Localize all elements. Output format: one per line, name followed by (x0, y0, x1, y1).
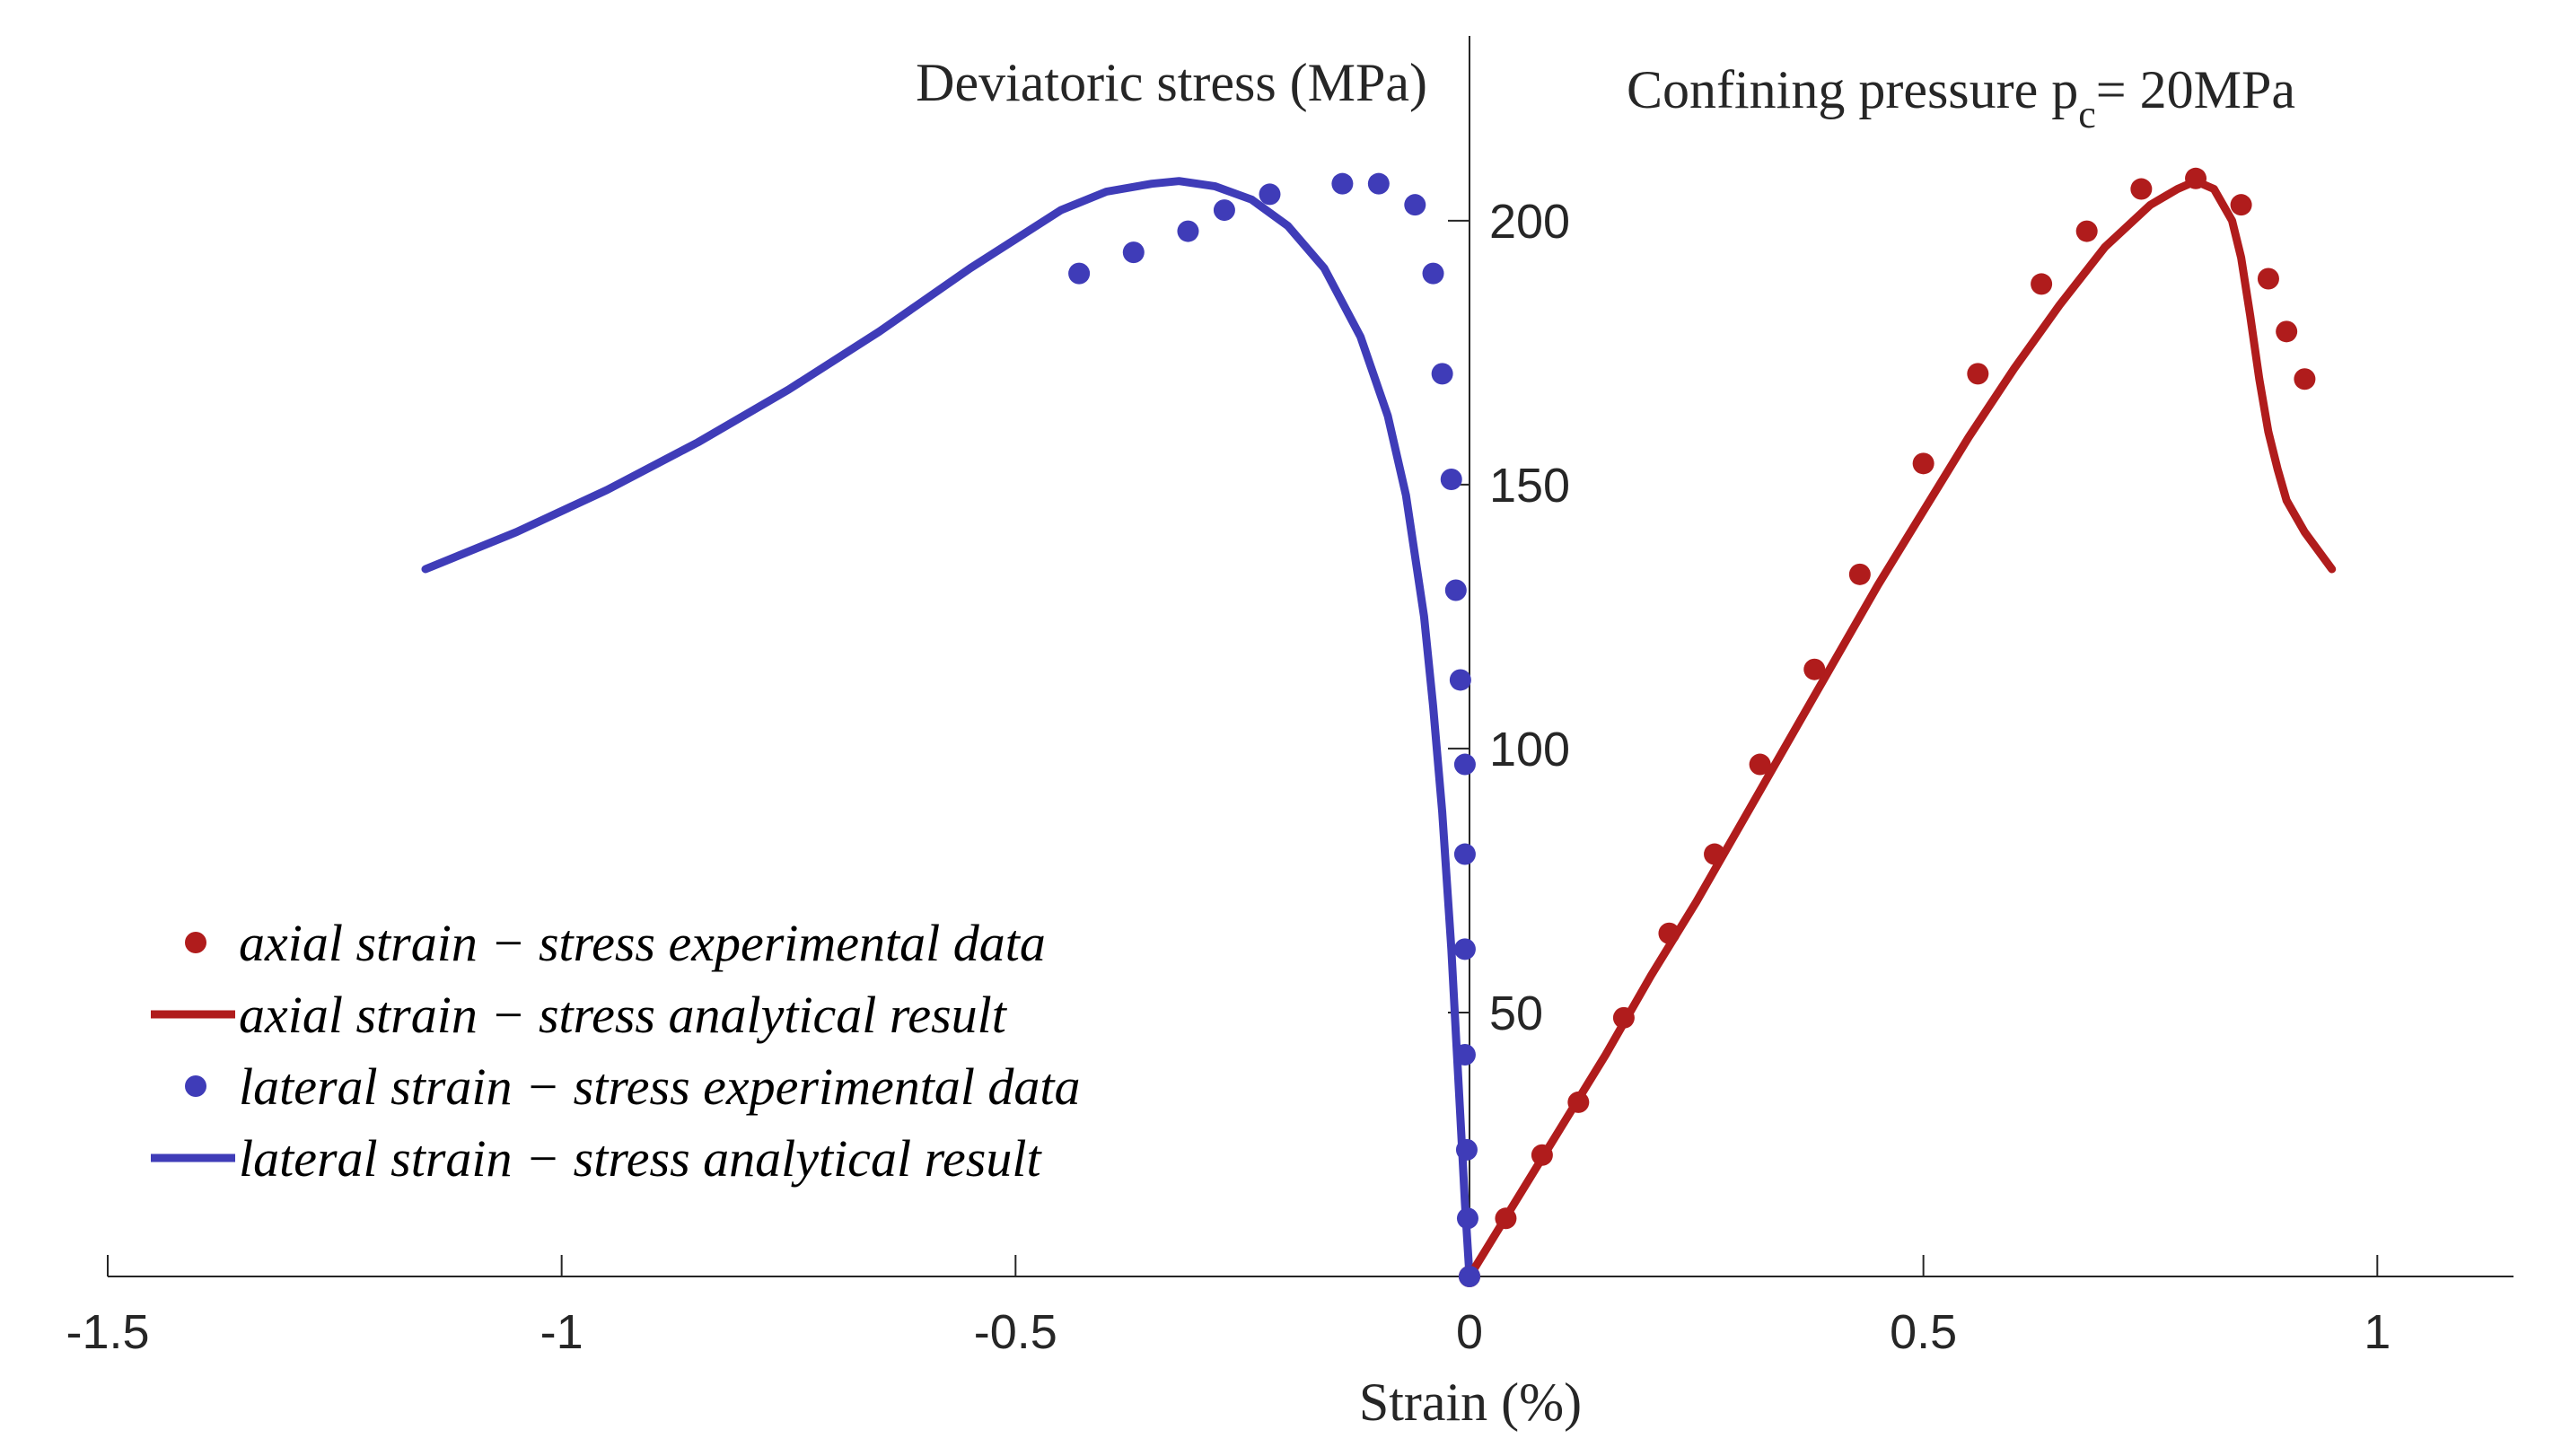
lateral-data-point (1068, 262, 1091, 285)
axial-data-point (1967, 363, 1989, 385)
y-tick-label: 200 (1489, 195, 1570, 249)
lateral-data-point (1404, 194, 1426, 216)
y-tick-label: 50 (1489, 987, 1543, 1040)
axial-data-point (2130, 178, 2153, 200)
axial-data-point (1567, 1091, 1590, 1113)
x-tick-label: -1 (540, 1305, 583, 1359)
y-ticks: 50 100 150 200 (1447, 195, 1570, 1040)
legend-entry: lateral strain − stress experimental dat… (185, 1057, 1081, 1116)
annotation-suffix: = 20MPa (2096, 60, 2295, 119)
lateral-data-point (1453, 938, 1476, 960)
plot-series (421, 167, 2337, 1287)
axial-data-point (1848, 563, 1871, 585)
legend-label: lateral strain − stress experimental dat… (239, 1057, 1081, 1116)
axial-data-point (1912, 452, 1934, 475)
annotation-prefix: Confining pressure p (1627, 60, 2078, 119)
lateral-data-point (1122, 241, 1145, 264)
axial-data-point (1495, 1207, 1517, 1230)
axial-data-point (2031, 273, 2053, 295)
legend-entry: axial strain − stress analytical result (151, 986, 1008, 1044)
y-tick-label: 100 (1489, 723, 1570, 776)
axial-data-point (2230, 194, 2252, 216)
axial-data-point (1531, 1144, 1553, 1166)
x-axis-label: Strain (%) (1359, 1373, 1582, 1432)
x-ticks: -1.5 -1 -0.5 0 0.5 1 (66, 1255, 2391, 1359)
x-tick-label: -1.5 (66, 1305, 149, 1359)
x-tick-label: 0.5 (1890, 1305, 1957, 1359)
axial-data-point (1704, 843, 1726, 865)
legend-label: lateral strain − stress analytical resul… (239, 1129, 1042, 1188)
lateral-data-point (1331, 172, 1354, 195)
axial-data-point (1612, 1006, 1635, 1029)
legend-marker (185, 1075, 206, 1097)
lateral-analytical-line (421, 177, 1474, 1281)
lateral-data-point (1177, 220, 1199, 242)
x-tick-label: 1 (2364, 1305, 2391, 1359)
lateral-data-point (1440, 468, 1462, 490)
lateral-data-point (1259, 183, 1281, 206)
lateral-data-point (1422, 262, 1444, 285)
lateral-data-point (1453, 753, 1476, 776)
legend-entry: lateral strain − stress analytical resul… (151, 1129, 1042, 1188)
axes: -1.5 -1 -0.5 0 0.5 1 50 100 150 200 (66, 36, 2514, 1359)
lateral-data-point (1455, 1138, 1478, 1161)
axial-data-point (2075, 220, 2098, 242)
lateral-data-point (1456, 1207, 1478, 1230)
legend-marker (185, 932, 206, 953)
legend-label: axial strain − stress experimental data (239, 914, 1046, 972)
axial-data-point (1803, 658, 1826, 680)
x-tick-label: 0 (1456, 1305, 1483, 1359)
confining-pressure-annotation: Confining pressure pc= 20MPa (1627, 60, 2295, 136)
y-axis-label: Deviatoric stress (MPa) (916, 53, 1427, 112)
lateral-data-point (1213, 199, 1235, 222)
lateral-data-point (1367, 172, 1390, 195)
axial-data-point (1749, 753, 1771, 776)
legend: axial strain − stress experimental data a… (151, 914, 1081, 1188)
y-tick-label: 150 (1489, 459, 1570, 513)
legend-entry: axial strain − stress experimental data (185, 914, 1046, 972)
axial-analytical-line (1465, 177, 2337, 1281)
lateral-data-point (1453, 1044, 1476, 1066)
lateral-data-point (1458, 1266, 1480, 1287)
axial-data-point (2294, 368, 2316, 390)
axial-data-point (1658, 922, 1680, 944)
lateral-data-point (1431, 363, 1453, 385)
annotation-subscript: c (2078, 92, 2096, 136)
axial-data-point (2257, 268, 2279, 290)
lateral-data-point (1453, 843, 1476, 865)
lateral-data-point (1444, 579, 1467, 601)
axial-data-point (2276, 320, 2298, 343)
x-tick-label: -0.5 (974, 1305, 1057, 1359)
lateral-data-point (1449, 669, 1471, 691)
axial-data-point (2185, 167, 2207, 189)
legend-label: axial strain − stress analytical result (239, 986, 1008, 1044)
